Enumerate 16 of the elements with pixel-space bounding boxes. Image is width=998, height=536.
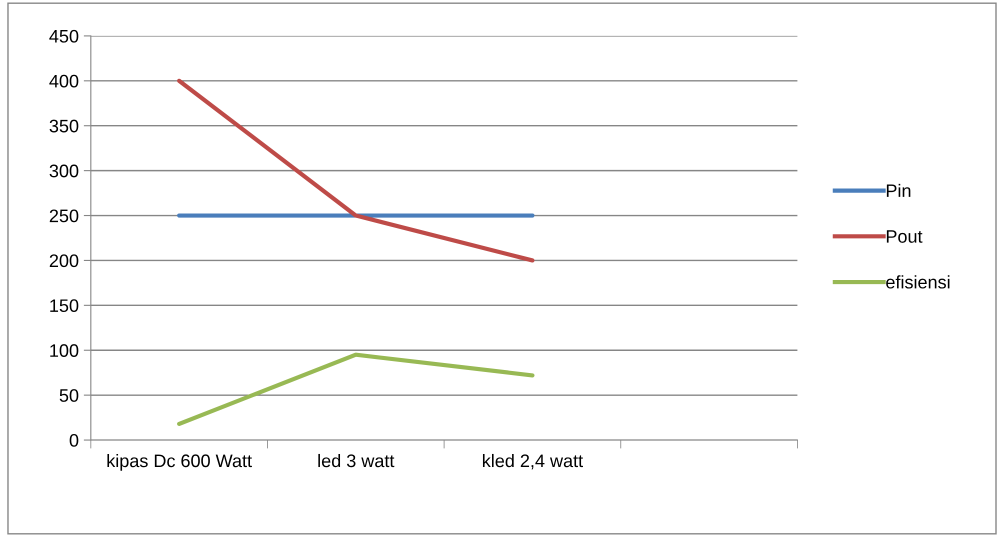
legend-label: Pin bbox=[886, 184, 910, 197]
y-tick-label: 50 bbox=[60, 389, 78, 402]
legend-label: efisiensi bbox=[886, 275, 950, 289]
y-tick-label: 300 bbox=[50, 164, 78, 178]
y-tick-label: 400 bbox=[49, 74, 78, 88]
y-tick-label: 100 bbox=[50, 344, 78, 357]
x-tick-label: kled 2,4 watt bbox=[482, 454, 583, 470]
x-tick-label: led 3 watt bbox=[318, 454, 394, 468]
y-tick-label: 350 bbox=[50, 120, 78, 132]
x-tick-label: kipas Dc 600 Watt bbox=[107, 454, 252, 471]
y-tick-label: 250 bbox=[50, 209, 78, 222]
legend-label: Pout bbox=[886, 230, 922, 243]
y-tick-label: 0 bbox=[70, 434, 78, 447]
y-tick-label: 150 bbox=[50, 299, 78, 312]
y-tick-label: 200 bbox=[50, 254, 78, 268]
y-tick-label: 450 bbox=[49, 30, 78, 43]
